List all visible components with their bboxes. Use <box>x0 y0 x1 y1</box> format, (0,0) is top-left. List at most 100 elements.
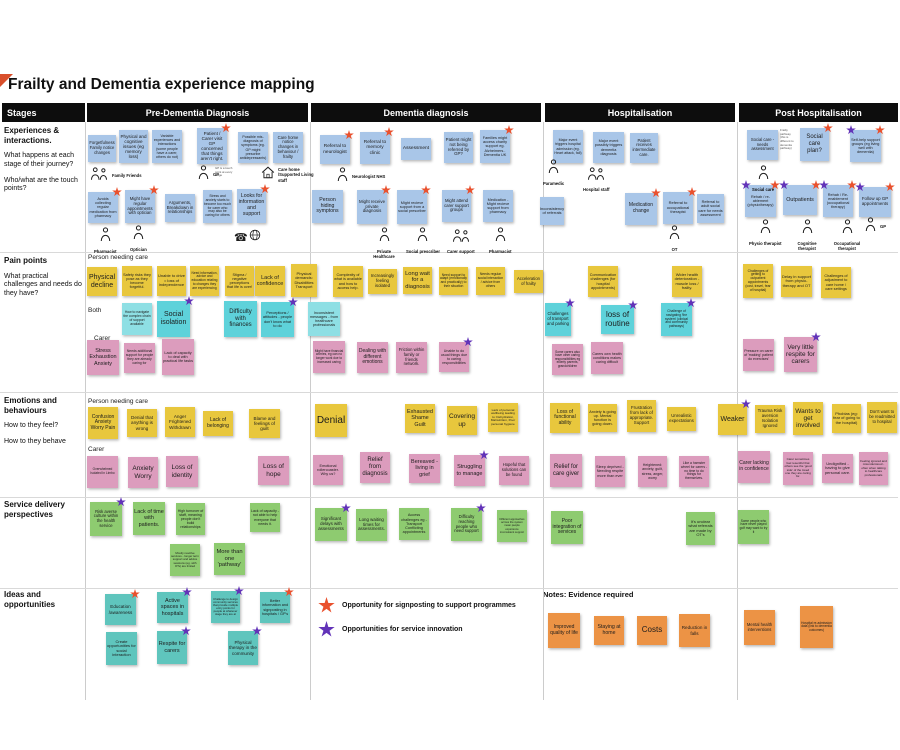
sticky-note[interactable]: Rehab / Re-enablement (occupational ther… <box>819 180 857 217</box>
sticky-note[interactable]: Physical decline <box>87 267 117 296</box>
sticky-note[interactable]: Families might access charity support eg… <box>480 125 514 163</box>
sticky-note[interactable]: Delay in support from physio-therapy and… <box>781 266 812 297</box>
sticky-note[interactable]: Pressure on carer of 'making' patient do… <box>743 339 774 371</box>
sticky-note[interactable]: Relief for care giver <box>550 454 582 487</box>
sticky-note[interactable]: Frustration from lack of appropriate. Su… <box>627 400 656 432</box>
sticky-note[interactable]: Lack of confidence <box>255 266 285 296</box>
sticky-note[interactable]: Loss of hope <box>258 456 289 485</box>
sticky-note[interactable]: Risk averse culture within the health se… <box>90 497 126 536</box>
sticky-note[interactable]: Very little respite for carers <box>784 332 821 372</box>
sticky-note[interactable]: Possible mis-diagnosis of symptoms (eg. … <box>238 132 268 163</box>
sticky-note[interactable]: Loss of functional ability <box>550 403 580 433</box>
sticky-note[interactable]: Some people who have never played golf m… <box>738 510 769 544</box>
sticky-note[interactable]: Create opportunities for social interact… <box>106 632 137 665</box>
sticky-note[interactable]: Might attend carer support groups <box>442 185 475 222</box>
sticky-note[interactable]: Complexity of what is available and how … <box>333 266 363 297</box>
sticky-note[interactable]: Needs additional support for people they… <box>124 343 155 373</box>
sticky-note[interactable]: Sleep deprived - Needing respite more th… <box>595 456 625 487</box>
sticky-note[interactable]: Care home notice changes in behaviour / … <box>273 132 303 163</box>
sticky-note[interactable]: Social isolation <box>157 296 194 337</box>
sticky-note[interactable]: Like a hamster wheel for carers - no tim… <box>679 456 709 487</box>
sticky-note[interactable]: Medication - Might recieve support from … <box>483 190 513 222</box>
sticky-note[interactable]: Arguments, Breakdown in relationships <box>165 194 195 222</box>
sticky-note[interactable]: Friction within family or friends networ… <box>396 342 427 373</box>
sticky-note[interactable]: Inconsistent messages - from healthcare … <box>308 302 340 336</box>
sticky-note[interactable]: Access challenges eg - Transport Conflic… <box>399 508 429 540</box>
sticky-note[interactable]: Difficulty reaching people who need supp… <box>451 503 486 541</box>
sticky-note[interactable]: Follow up GP appointments <box>855 182 895 217</box>
sticky-note[interactable]: Anger Frightened Withdrawn <box>165 407 195 437</box>
sticky-note[interactable]: Staying at home <box>594 616 624 645</box>
sticky-note[interactable]: Perceptions / attitudes - people don't k… <box>261 297 298 337</box>
sticky-note[interactable]: Physical demands: Disabilities Transport <box>291 264 317 297</box>
sticky-note[interactable]: Stigma / negative perceptions that life … <box>225 266 254 296</box>
sticky-note[interactable]: Major event triggers hospital admission … <box>553 130 583 163</box>
sticky-note[interactable]: Denial <box>315 404 347 437</box>
sticky-note[interactable]: Lack of personal wellbeing leading to: D… <box>488 403 518 432</box>
sticky-note[interactable]: Unable to drive = loss of independence <box>157 266 186 296</box>
sticky-note[interactable]: Communication challenges (for hospital a… <box>588 266 618 297</box>
sticky-note[interactable]: Active spaces in hospitals <box>157 587 192 623</box>
sticky-note[interactable]: Heightened: anxiety, guilt, stress, ange… <box>638 456 667 487</box>
sticky-note[interactable]: Confusion Anxiety Worry Pain <box>88 407 118 439</box>
sticky-note[interactable]: Forgetfulness Family notice changes <box>88 135 116 162</box>
sticky-note[interactable]: Might recieve support from a social pres… <box>397 185 431 224</box>
sticky-note[interactable]: Bereaved - living in grief <box>409 454 440 483</box>
sticky-note[interactable]: Hospital re-admission data (link to deme… <box>800 606 833 648</box>
sticky-note[interactable]: Lack of capacity - not able to help ever… <box>250 503 280 532</box>
sticky-note[interactable]: loss of routine <box>601 300 638 334</box>
sticky-note[interactable]: Poor integration of services <box>551 511 583 544</box>
sticky-note[interactable]: Unrealistic expectations <box>667 407 696 431</box>
sticky-note[interactable]: Mostly reactive services - longer term s… <box>170 544 200 576</box>
sticky-note[interactable]: Might have regular appointments with opt… <box>125 185 159 223</box>
sticky-note[interactable]: Carer sometimes feel resentful that othe… <box>783 452 813 485</box>
sticky-note[interactable]: Phobias (eg: fear of going to the hospit… <box>832 404 861 433</box>
sticky-note[interactable]: Self-help support groups (eg living well… <box>846 125 885 162</box>
sticky-note[interactable]: Wider health deterioration - muscle loss… <box>672 266 702 297</box>
sticky-note[interactable]: Relief from diagnosis <box>360 452 390 483</box>
sticky-note[interactable]: Safety risks they pose as they become fo… <box>122 266 152 296</box>
sticky-note[interactable]: Physical therapy in the community <box>228 626 262 665</box>
sticky-note[interactable]: Challenge of navigating 'the system' (cl… <box>661 298 696 336</box>
sticky-note[interactable]: Medication change <box>625 188 661 225</box>
sticky-note[interactable]: Trauma Risk aversion Isolation Ignored <box>755 405 785 433</box>
sticky-note[interactable]: Increasingly feeling isolated <box>368 269 397 294</box>
sticky-note[interactable]: Referral to occupational therapist <box>663 187 697 224</box>
sticky-note[interactable]: Reduction in falls <box>679 614 710 647</box>
sticky-note[interactable]: Challenges of getting to outpatient appo… <box>743 264 773 298</box>
sticky-note[interactable]: Struggling to manage <box>454 450 489 486</box>
sticky-note[interactable]: Blame and feelings of guilt <box>249 409 280 438</box>
sticky-note[interactable]: Covering up <box>447 406 477 435</box>
sticky-note[interactable]: Patient might not being referred by GP? <box>444 132 473 163</box>
sticky-note[interactable]: Improved quality of life <box>548 613 580 648</box>
sticky-note[interactable]: Person hiding symptons <box>312 190 343 223</box>
sticky-note[interactable]: Physical and cognitive issues (eg memory… <box>119 130 148 163</box>
sticky-note[interactable]: Anxiety is going up. Mental function is … <box>588 404 617 432</box>
sticky-note[interactable]: Needs regular social interaction / advic… <box>476 267 505 295</box>
sticky-note[interactable]: Costs <box>637 616 667 645</box>
sticky-note[interactable]: Weaker <box>718 399 751 435</box>
sticky-note[interactable]: Outpatients <box>779 180 821 215</box>
sticky-note[interactable]: Looks for information and support <box>237 184 270 223</box>
sticky-note[interactable]: Need support to adapt (emotionally and p… <box>439 267 468 295</box>
sticky-note[interactable]: Variable experiences and interactions (s… <box>152 130 182 163</box>
sticky-note[interactable]: Challenge to design community services t… <box>211 586 244 623</box>
sticky-note[interactable]: Rehab / re-ablement (physiotherapy) <box>741 180 780 217</box>
sticky-note[interactable]: It's unclear what referrals are made by … <box>686 512 715 545</box>
sticky-note[interactable]: How to navigate the complex chain of sup… <box>122 303 152 335</box>
sticky-note[interactable]: Overwhelmed Isolated In Limbo <box>87 456 118 488</box>
sticky-note[interactable]: Lack of capacity to deal with practical … <box>162 339 194 375</box>
sticky-note[interactable]: Acceleration of frailty <box>514 270 543 293</box>
sticky-note[interactable]: Social care plan? <box>800 123 833 161</box>
sticky-note[interactable]: Long wait for a diagnosis <box>403 267 432 294</box>
sticky-note[interactable]: Denial that anything is wrong <box>127 409 157 437</box>
sticky-note[interactable]: Assessment <box>401 138 431 160</box>
sticky-note[interactable]: Need information, advice and education r… <box>190 266 219 296</box>
sticky-note[interactable]: Significant delays with assessments <box>315 503 351 541</box>
sticky-note[interactable]: Long waiting times for assessments. <box>356 509 387 541</box>
sticky-note[interactable]: Challenges of transport and parking <box>545 298 575 336</box>
sticky-note[interactable]: Stress and anxiety starts to become too … <box>203 190 232 223</box>
sticky-note[interactable]: Some carers also have other caring respo… <box>552 344 583 375</box>
sticky-note[interactable]: Better information and signposting in ho… <box>260 587 294 623</box>
sticky-note[interactable]: Unable to do usual things due to caring … <box>439 337 473 372</box>
